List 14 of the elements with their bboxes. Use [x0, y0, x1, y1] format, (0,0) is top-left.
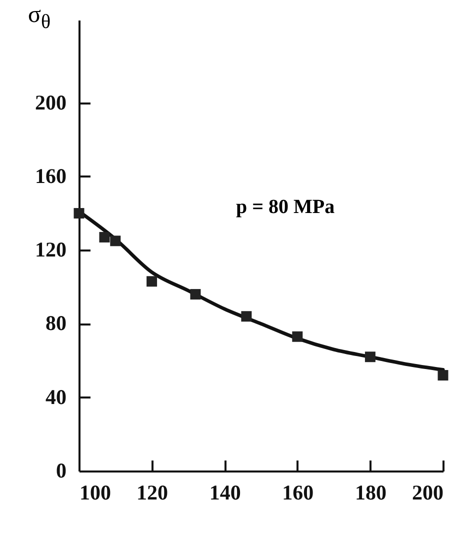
x-tick-label: 140: [209, 480, 241, 504]
x-tick-label: 180: [354, 480, 386, 504]
x-tick-label: 160: [282, 480, 314, 504]
y-tick-label: 0: [56, 458, 66, 482]
y-axis-title: σ$_{θ}$: [28, 2, 51, 34]
annotation: p = 80 MPa: [236, 196, 335, 219]
y-tick-label: 200: [35, 90, 66, 114]
x-tick-label: 200: [412, 480, 444, 504]
y-tick-label: 160: [35, 164, 66, 188]
x-tick-label: 100: [80, 480, 111, 504]
y-tick-label: 120: [35, 238, 66, 262]
x-tick-label: 120: [136, 480, 168, 504]
y-tick-label: 80: [46, 311, 66, 336]
y-tick-label: 40: [46, 384, 66, 409]
